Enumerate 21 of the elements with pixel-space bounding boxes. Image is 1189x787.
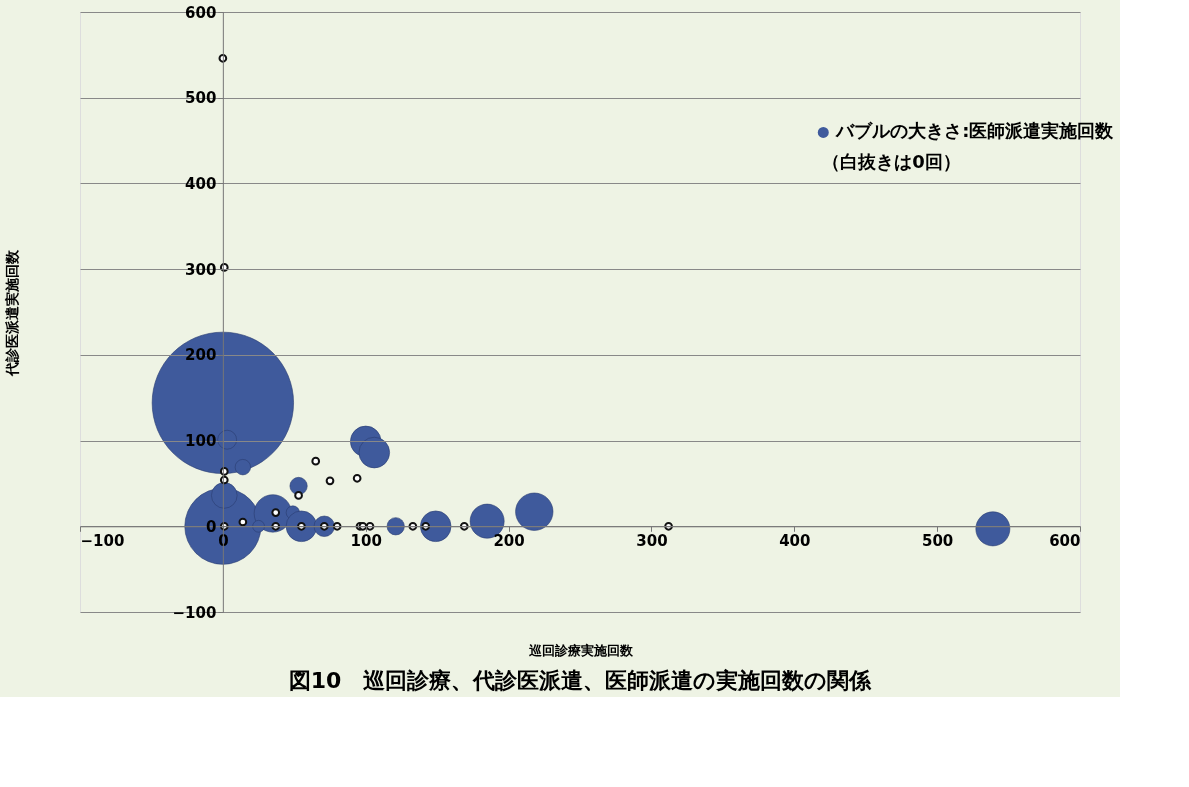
x-tick-label: 100	[350, 531, 382, 550]
y-tick-label: 400	[185, 174, 217, 193]
x-tick-label: 500	[921, 531, 954, 550]
y-tick-label: 500	[185, 89, 217, 108]
y-tick-label: 300	[185, 260, 217, 279]
y-tick-label: 0	[205, 517, 217, 536]
x-tick-label: 400	[779, 531, 811, 550]
y-tick-label: 600	[185, 3, 217, 22]
y-axis-title: 代診医派遣実施回数	[3, 248, 20, 377]
x-tick-label: 600	[1049, 531, 1081, 550]
x-axis-title: 巡回診療実施回数	[527, 642, 634, 658]
y-tick-label: 100	[185, 432, 217, 451]
text: 図10 巡回診療、代診医派遣、医師派遣の実施回数の関係	[288, 668, 873, 693]
x-tick-label: 200	[493, 531, 525, 550]
x-tick-label: −100	[80, 531, 125, 550]
annotation: （白抜きは0回）	[822, 151, 961, 173]
y-tick-label: 200	[185, 346, 217, 365]
x-tick-label: 300	[636, 531, 668, 550]
legend-label: バブルの大きさ:医師派遣実施回数	[835, 120, 1115, 142]
y-tick-label: −100	[172, 603, 217, 622]
x-tick-label: 0	[218, 531, 229, 550]
